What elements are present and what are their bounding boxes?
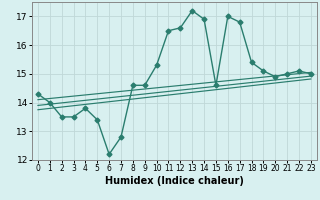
X-axis label: Humidex (Indice chaleur): Humidex (Indice chaleur) — [105, 176, 244, 186]
